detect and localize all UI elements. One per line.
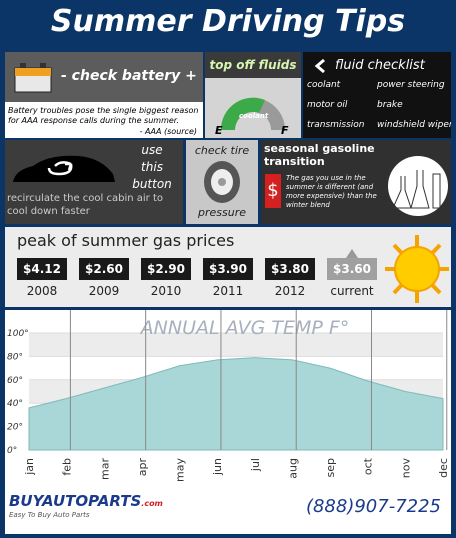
recirculate-heading: use this button xyxy=(123,142,181,193)
sun-icon xyxy=(385,235,449,303)
price-year: 2011 xyxy=(212,284,244,298)
recirculate-text: recirculate the cool cabin air to cool d… xyxy=(7,193,163,217)
price-year: current xyxy=(330,284,374,298)
checklist-item: transmission xyxy=(307,120,365,130)
recirculate-heading-line: use xyxy=(141,143,163,157)
phone: (888)907-7225 xyxy=(305,496,441,517)
tagline: Easy To Buy Auto Parts xyxy=(9,511,90,519)
y-tick-label: 80° xyxy=(7,352,23,362)
x-tick-label: sep xyxy=(324,458,337,477)
checklist-item: power steering xyxy=(377,80,445,90)
price-box: $4.12 xyxy=(17,258,67,280)
grid-band xyxy=(29,333,443,357)
x-tick-label: jul xyxy=(249,458,262,472)
gasoline-icon: $ xyxy=(265,174,281,208)
battery-source: - AAA (source) xyxy=(139,127,197,136)
area xyxy=(28,357,444,451)
recirculate-heading-line: this xyxy=(141,160,163,174)
gas-prices-heading: peak of summer gas prices xyxy=(17,231,235,250)
x-tick-label: nov xyxy=(399,458,412,479)
car-icon xyxy=(13,155,115,182)
arrow-icon xyxy=(314,58,325,74)
x-tick-label: aug xyxy=(286,458,299,479)
gasoline-text: The gas you use in the summer is differe… xyxy=(286,174,377,209)
fluids-panel: top off fluids coolant E F xyxy=(205,52,301,138)
logo: BUYAUTOPARTS.com xyxy=(9,492,163,510)
x-tick-label: oct xyxy=(362,457,375,475)
price-box: $2.90 xyxy=(141,258,191,280)
x-tick-label: dec xyxy=(437,458,450,478)
checklist-panel: fluid checklist coolant power steering mot… xyxy=(303,52,451,138)
x-tick-label: jan xyxy=(23,458,36,476)
fluids-heading: top off fluids xyxy=(209,58,297,72)
y-tick-label: 40° xyxy=(7,399,23,409)
checklist-item: brake xyxy=(377,100,403,110)
checklist-item: windshield wiper xyxy=(377,120,451,130)
battery-panel: - check battery + Battery troubles pose … xyxy=(5,52,203,138)
fluids-band xyxy=(205,52,301,78)
y-tick-label: 100° xyxy=(7,329,29,339)
price-marker xyxy=(346,249,358,258)
tire-top: check tire xyxy=(194,144,250,157)
checklist-item: motor oil xyxy=(307,100,348,110)
flask-icon xyxy=(388,156,448,216)
checklist-heading: fluid checklist xyxy=(335,58,425,73)
x-tick-label: feb xyxy=(61,458,74,476)
recirculate-heading-line: button xyxy=(132,177,172,191)
price-year: 2008 xyxy=(26,284,58,298)
x-tick-label: jun xyxy=(211,458,224,476)
gauge-empty: E xyxy=(215,124,223,137)
gasoline-panel: seasonal gasoline transition $ The gas y… xyxy=(261,140,451,224)
battery-text: Battery troubles pose the single biggest… xyxy=(8,106,199,125)
y-tick-label: 0° xyxy=(7,446,17,456)
price-year: 2009 xyxy=(88,284,120,298)
gauge-label: coolant xyxy=(239,112,269,120)
y-tick-label: 60° xyxy=(7,376,23,386)
price-box: $3.90 xyxy=(203,258,253,280)
y-tick-label: 20° xyxy=(7,423,23,433)
gasoline-heading: seasonal gasoline transition xyxy=(264,142,375,168)
x-tick-label: mar xyxy=(98,458,111,480)
price-year: 2012 xyxy=(274,284,306,298)
tire-panel: check tire pressure xyxy=(186,140,258,224)
gauge-icon xyxy=(220,97,285,130)
x-tick-label: apr xyxy=(136,458,149,477)
footer: BUYAUTOPARTS.com Easy To Buy Auto Parts … xyxy=(5,490,451,534)
price-year: 2010 xyxy=(150,284,182,298)
price-box: $3.60 xyxy=(327,258,377,280)
logo-suffix: .com xyxy=(141,499,163,508)
gauge-full: F xyxy=(281,124,289,137)
x-tick-label: may xyxy=(174,458,187,482)
gas-prices-panel: peak of summer gas prices $4.12 2008 $2.60… xyxy=(5,227,451,307)
price-box: $2.60 xyxy=(79,258,129,280)
logo-text: BUYAUTOPARTS xyxy=(9,492,142,510)
price-box: $3.80 xyxy=(265,258,315,280)
recirculate-panel: use this button recirculate the cool cabin… xyxy=(5,140,183,224)
chart-title: ANNUAL AVG TEMP F° xyxy=(139,317,350,339)
checklist-item: coolant xyxy=(307,80,341,90)
title: Summer Driving Tips xyxy=(50,4,406,39)
tire-icon xyxy=(204,161,240,203)
battery-heading: - check battery + xyxy=(61,68,197,84)
temp-chart: 0° 20° 40° 60° 80° 100° ANNUAL AVG TEMP F° jan f… xyxy=(5,310,451,490)
battery-icon xyxy=(14,63,52,93)
tire-bottom: pressure xyxy=(198,206,246,219)
